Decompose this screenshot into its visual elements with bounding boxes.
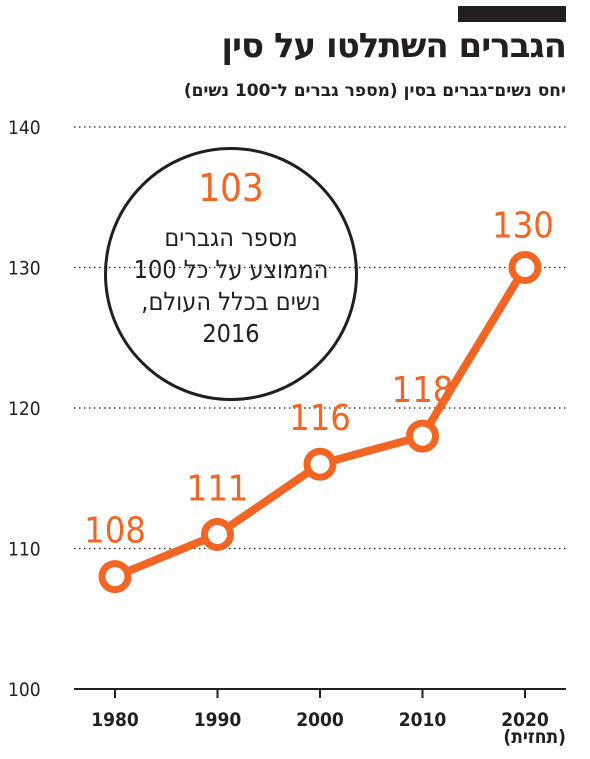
y-tick-label: 130 — [8, 258, 41, 280]
decorative-top-bar — [458, 6, 566, 22]
callout-value: 103 — [198, 166, 264, 210]
chart-title: הגברים השתלטו על סין — [221, 26, 567, 66]
data-point — [508, 251, 542, 284]
data-label: 108 — [84, 511, 146, 552]
y-tick-label: 100 — [8, 679, 41, 701]
y-tick-label: 120 — [8, 398, 41, 420]
forecast-note: (תחזית) — [503, 726, 566, 748]
data-point — [303, 447, 337, 481]
x-tick-label: 2010 — [399, 709, 447, 731]
data-label: 116 — [289, 398, 351, 439]
x-tick-label: 2020 — [501, 709, 549, 731]
data-label: 130 — [492, 206, 554, 247]
world-average-callout: 103 מספר הגברים הממוצע על כל 100 נשים בכ… — [104, 147, 358, 401]
data-label: 118 — [392, 370, 454, 411]
y-tick-label: 140 — [8, 117, 41, 139]
y-tick-label: 110 — [8, 539, 41, 561]
data-point — [98, 560, 132, 594]
x-tick-label: 1990 — [194, 709, 242, 731]
data-point — [406, 419, 439, 453]
data-label: 111 — [187, 468, 249, 509]
chart-subtitle: יחס נשים־גברים בסין (מספר גברים ל־100 נש… — [183, 81, 566, 101]
callout-text: מספר הגברים הממוצע על כל 100 נשים בכלל ה… — [133, 223, 329, 348]
x-tick-label: 1980 — [91, 709, 139, 731]
data-point — [201, 517, 234, 551]
x-tick-label: 2000 — [296, 709, 344, 731]
